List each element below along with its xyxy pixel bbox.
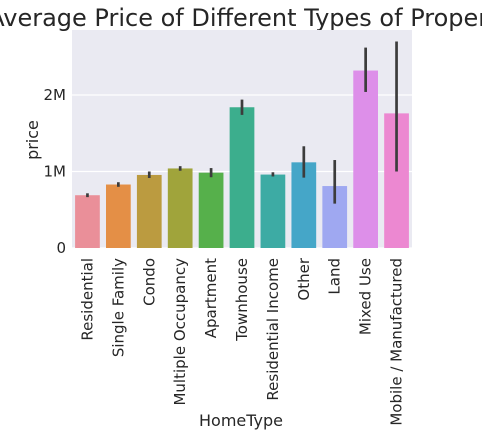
x-tick-label: Multiple Occupancy [171,258,189,406]
bar [106,184,131,248]
x-tick-label: Other [295,257,313,300]
bar [229,107,255,249]
y-axis-label: price [23,120,42,160]
x-axis-ticks: Residential Single Family Condo Multiple Oc… [78,257,405,425]
x-tick-label: Mixed Use [357,258,375,335]
bar [353,70,378,249]
x-tick-label: Single Family [109,258,127,357]
bar [167,168,193,248]
x-tick-label: Townhouse [233,258,251,342]
y-tick-label: 0 [56,239,66,257]
y-axis-ticks: 0 1M 2M [44,86,67,257]
bar [75,195,100,248]
x-tick-label: Residential Income [264,258,282,401]
y-tick-label: 1M [44,163,67,181]
x-tick-label: Apartment [202,258,220,338]
error-bars [86,41,398,204]
chart-title: Average Price of Different Types of Prop… [0,4,482,32]
y-tick-label: 2M [44,86,67,104]
x-tick-label: Mobile / Manufactured [388,258,406,426]
x-tick-label: Land [326,258,344,295]
bars [75,70,409,249]
x-tick-label: Condo [140,258,158,306]
bar [198,172,224,248]
x-axis-label: HomeType [199,411,283,430]
x-tick-label: Residential [78,258,96,341]
bar [136,174,162,248]
bar [260,174,286,248]
